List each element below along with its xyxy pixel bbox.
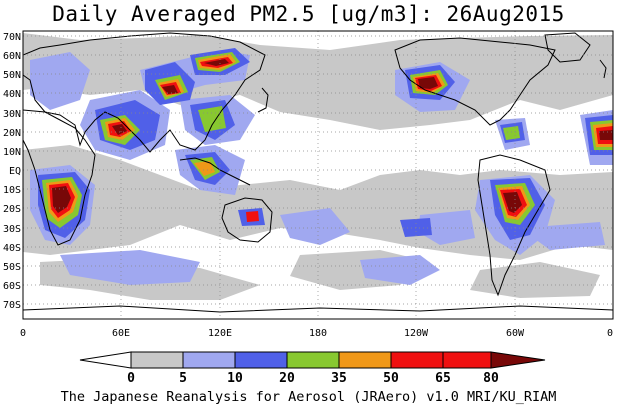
coast-australia: [221, 197, 273, 243]
coast-japan: [257, 87, 269, 113]
legend-label: 65: [435, 371, 451, 386]
legend-label: 35: [331, 371, 347, 386]
pm25-field: [23, 33, 613, 300]
legend-swatches: [79, 351, 546, 369]
legend-swatch: [338, 351, 392, 369]
lat-label: 20S: [3, 204, 21, 215]
lon-label: 180: [309, 328, 327, 339]
map-frame: [22, 30, 614, 320]
lon-label: 120W: [404, 328, 429, 339]
coastlines: [23, 32, 613, 313]
legend-label: 10: [227, 371, 243, 386]
coast-uk: [599, 59, 607, 79]
coast-africa: [23, 109, 96, 246]
coast-eurasia: [23, 32, 266, 153]
lat-label: EQ: [9, 166, 21, 177]
legend-swatch-high: [490, 351, 546, 369]
lat-label: 60N: [3, 51, 21, 62]
coast-north-america: [394, 37, 556, 126]
legend-swatch: [130, 351, 184, 369]
lon-label: 60E: [112, 328, 130, 339]
coast-south-america: [477, 154, 551, 297]
lat-label: 40S: [3, 243, 21, 254]
legend-swatch: [182, 351, 236, 369]
coast-antarctica: [23, 305, 613, 313]
legend-label: 80: [483, 371, 499, 386]
lat-label: 20N: [3, 128, 21, 139]
lat-label: 10N: [3, 147, 21, 158]
lat-label: 30N: [3, 109, 21, 120]
legend-label: 5: [179, 371, 187, 386]
lat-labels: 70N 60N 50N 40N 30N 20N 10N EQ 10S 20S 3…: [3, 32, 21, 311]
map-title: Daily Averaged PM2.5 [ug/m3]: 26Aug2015: [52, 2, 565, 26]
lat-label: 60S: [3, 281, 21, 292]
lat-label: 50N: [3, 70, 21, 81]
legend-label: 0: [127, 371, 135, 386]
lon-labels: 0 60E 120E 180 120W 60W 0: [20, 328, 613, 339]
lon-label: 0: [607, 328, 613, 339]
pm25-map: 70N 60N 50N 40N 30N 20N 10N EQ 10S 20S 3…: [3, 30, 614, 339]
color-legend: 0 5 10 20 35 50 65 80: [79, 351, 546, 386]
legend-swatch-low: [79, 351, 132, 369]
legend-swatch: [234, 351, 288, 369]
legend-label: 20: [279, 371, 295, 386]
coast-greenland: [544, 32, 591, 63]
lon-label: 120E: [208, 328, 232, 339]
lat-label: 30S: [3, 224, 21, 235]
legend-label: 50: [383, 371, 399, 386]
lat-label: 70S: [3, 300, 21, 311]
lat-label: 70N: [3, 32, 21, 43]
legend-swatch: [286, 351, 340, 369]
legend-labels: 0 5 10 20 35 50 65 80: [127, 371, 499, 386]
lat-label: 50S: [3, 262, 21, 273]
pm25-level-80: [52, 59, 613, 213]
footer-credit: The Japanese Reanalysis for Aerosol (JRA…: [60, 389, 557, 405]
lon-label: 0: [20, 328, 26, 339]
legend-swatch: [390, 351, 444, 369]
lat-label: 40N: [3, 89, 21, 100]
lat-label: 10S: [3, 185, 21, 196]
gridlines: [23, 31, 613, 319]
lon-label: 60W: [506, 328, 525, 339]
legend-swatch: [442, 351, 492, 369]
